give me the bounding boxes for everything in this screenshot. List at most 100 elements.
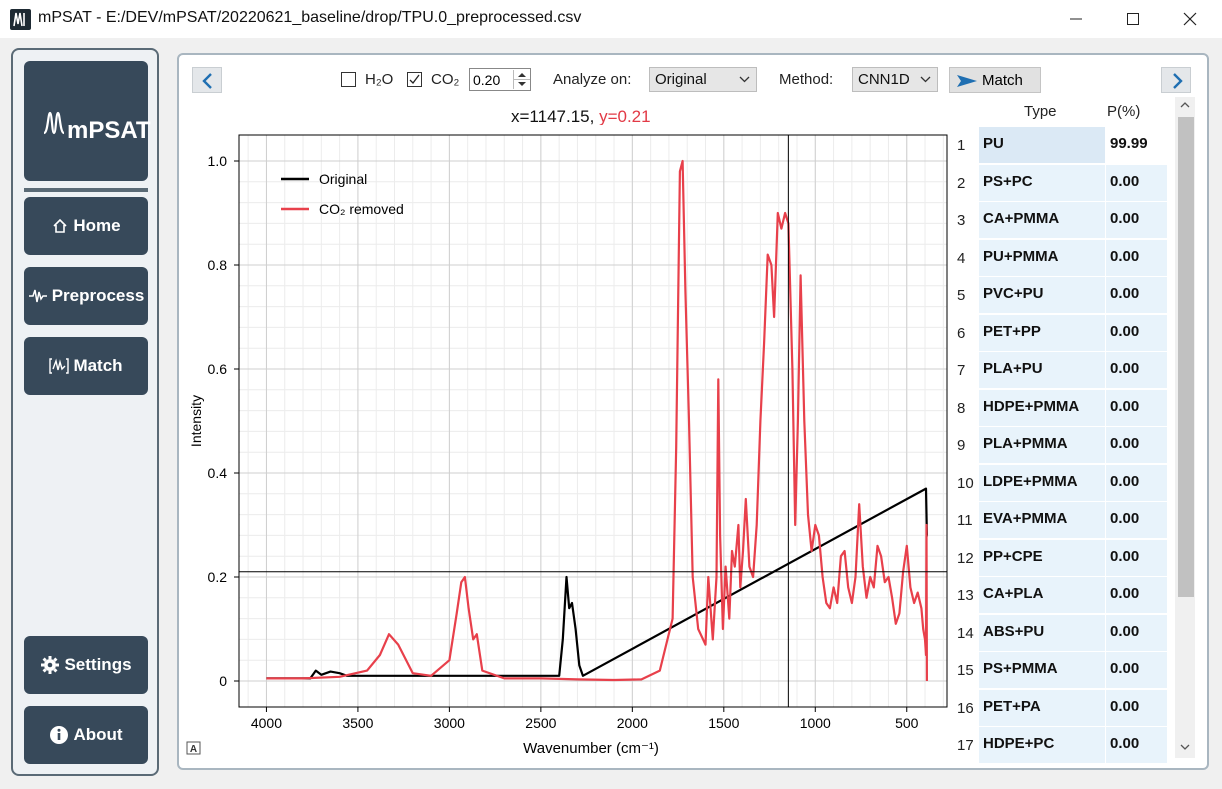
row-number: 17 — [957, 737, 974, 754]
method-dropdown[interactable]: CNN1D — [852, 67, 938, 92]
table-row[interactable]: 16 PET+PA 0.00 — [949, 689, 1175, 728]
table-row[interactable]: 3 CA+PMMA 0.00 — [949, 202, 1175, 240]
table-row[interactable]: 14 ABS+PU 0.00 — [949, 614, 1175, 653]
table-scrollbar[interactable] — [1175, 97, 1195, 758]
type-value: PU+PMMA — [983, 247, 1059, 265]
probability-value: 0.00 — [1110, 360, 1140, 377]
type-cell[interactable]: LDPE+PMMA — [979, 464, 1105, 501]
probability-cell[interactable]: 0.00 — [1105, 539, 1167, 576]
type-cell[interactable]: PET+PP — [979, 314, 1105, 351]
type-cell[interactable]: HDPE+PMMA — [979, 389, 1105, 426]
probability-cell[interactable]: 99.99 — [1105, 127, 1167, 163]
row-number: 2 — [957, 174, 966, 192]
probability-value: 0.00 — [1110, 435, 1140, 452]
probability-cell[interactable]: 0.00 — [1105, 727, 1167, 763]
type-cell[interactable]: PVC+PU — [979, 277, 1105, 313]
type-cell[interactable]: PS+PC — [979, 164, 1105, 201]
close-button[interactable] — [1165, 0, 1215, 38]
table-row[interactable]: 5 PVC+PU 0.00 — [949, 277, 1175, 315]
table-row[interactable]: 2 PS+PC 0.00 — [949, 164, 1175, 203]
next-button[interactable] — [1161, 67, 1191, 93]
row-number: 8 — [957, 399, 966, 417]
table-row[interactable]: 15 PS+PMMA 0.00 — [949, 652, 1175, 690]
table-row[interactable]: 13 CA+PLA 0.00 — [949, 577, 1175, 615]
auto-range-icon[interactable]: A — [186, 741, 201, 755]
table-row[interactable]: 7 PLA+PU 0.00 — [949, 352, 1175, 390]
settings-button[interactable]: Settings — [24, 636, 148, 694]
minimize-button[interactable] — [1051, 0, 1101, 38]
probability-cell[interactable]: 0.00 — [1105, 239, 1167, 276]
type-cell[interactable]: PP+CPE — [979, 539, 1105, 576]
probability-cell[interactable]: 0.00 — [1105, 577, 1167, 613]
row-number: 9 — [957, 437, 966, 454]
scroll-up-icon[interactable] — [1180, 101, 1190, 109]
table-row[interactable]: 9 PLA+PMMA 0.00 — [949, 427, 1175, 465]
spin-arrows[interactable] — [513, 70, 530, 89]
probability-cell[interactable]: 0.00 — [1105, 427, 1167, 463]
probability-cell[interactable]: 0.00 — [1105, 614, 1167, 651]
analyze-on-value: Original — [655, 71, 707, 88]
home-icon — [53, 218, 67, 233]
x-tick-label: 2500 — [525, 715, 556, 731]
table-row[interactable]: 4 PU+PMMA 0.00 — [949, 239, 1175, 278]
home-button[interactable]: Home — [24, 197, 148, 255]
table-row[interactable]: 8 HDPE+PMMA 0.00 — [949, 389, 1175, 428]
svg-text:A: A — [190, 744, 197, 755]
scrollbar-thumb[interactable] — [1178, 117, 1194, 597]
probability-cell[interactable]: 0.00 — [1105, 389, 1167, 426]
row-number: 13 — [957, 587, 974, 604]
probability-cell[interactable]: 0.00 — [1105, 652, 1167, 688]
type-cell[interactable]: PLA+PU — [979, 352, 1105, 388]
logo: mPSAT — [24, 61, 151, 181]
about-button[interactable]: About — [24, 706, 148, 764]
match-button[interactable]: Match — [949, 67, 1041, 93]
probability-cell[interactable]: 0.00 — [1105, 277, 1167, 313]
probability-cell[interactable]: 0.00 — [1105, 314, 1167, 351]
y-tick-label: 0.8 — [208, 257, 228, 273]
co2-threshold-spinbox[interactable]: 0.20 — [469, 68, 531, 91]
type-cell[interactable]: EVA+PMMA — [979, 502, 1105, 538]
type-cell[interactable]: HDPE+PC — [979, 727, 1105, 763]
table-row[interactable]: 10 LDPE+PMMA 0.00 — [949, 464, 1175, 503]
x-tick-label: 500 — [895, 715, 919, 731]
probability-cell[interactable]: 0.00 — [1105, 689, 1167, 726]
probability-cell[interactable]: 0.00 — [1105, 352, 1167, 388]
co2-checkbox[interactable] — [407, 72, 422, 87]
sidebar: mPSAT Home Preprocess Match Settings Abo… — [11, 48, 159, 776]
probability-cell[interactable]: 0.00 — [1105, 202, 1167, 238]
chevron-down-icon — [920, 76, 931, 83]
type-value: PET+PP — [983, 322, 1041, 340]
probability-cell[interactable]: 0.00 — [1105, 502, 1167, 538]
table-row[interactable]: 12 PP+CPE 0.00 — [949, 539, 1175, 578]
probability-cell[interactable]: 0.00 — [1105, 464, 1167, 501]
y-tick-label: 0.6 — [208, 361, 228, 377]
type-value: PET+PA — [983, 697, 1041, 715]
scroll-down-icon[interactable] — [1180, 743, 1190, 751]
h2o-checkbox[interactable] — [341, 72, 356, 87]
type-cell[interactable]: PS+PMMA — [979, 652, 1105, 688]
preprocess-button[interactable]: Preprocess — [24, 267, 148, 325]
type-cell[interactable]: PU — [979, 127, 1105, 163]
previous-button[interactable] — [192, 67, 222, 93]
y-tick-label: 1.0 — [208, 153, 228, 169]
table-header: Type P(%) — [949, 95, 1175, 127]
spectrum-plot[interactable]: 4000 3500 3000 2500 2000 1500 1000 500 0 0.2 0.4 0.… — [181, 125, 949, 760]
type-cell[interactable]: PET+PA — [979, 689, 1105, 726]
type-cell[interactable]: ABS+PU — [979, 614, 1105, 651]
type-cell[interactable]: CA+PMMA — [979, 202, 1105, 238]
analyze-on-dropdown[interactable]: Original — [649, 67, 757, 92]
probability-cell[interactable]: 0.00 — [1105, 164, 1167, 201]
type-cell[interactable]: PLA+PMMA — [979, 427, 1105, 463]
table-row[interactable]: 17 HDPE+PC 0.00 — [949, 727, 1175, 765]
probability-value: 0.00 — [1110, 697, 1140, 715]
table-row[interactable]: 11 EVA+PMMA 0.00 — [949, 502, 1175, 540]
table-row[interactable]: 1 PU 99.99 — [949, 127, 1175, 165]
type-cell[interactable]: PU+PMMA — [979, 239, 1105, 276]
type-value: HDPE+PC — [983, 735, 1055, 752]
table-row[interactable]: 6 PET+PP 0.00 — [949, 314, 1175, 353]
maximize-button[interactable] — [1108, 0, 1158, 38]
match-nav-button[interactable]: Match — [24, 337, 148, 395]
probability-value: 0.00 — [1110, 735, 1140, 752]
row-number: 7 — [957, 362, 966, 379]
type-cell[interactable]: CA+PLA — [979, 577, 1105, 613]
